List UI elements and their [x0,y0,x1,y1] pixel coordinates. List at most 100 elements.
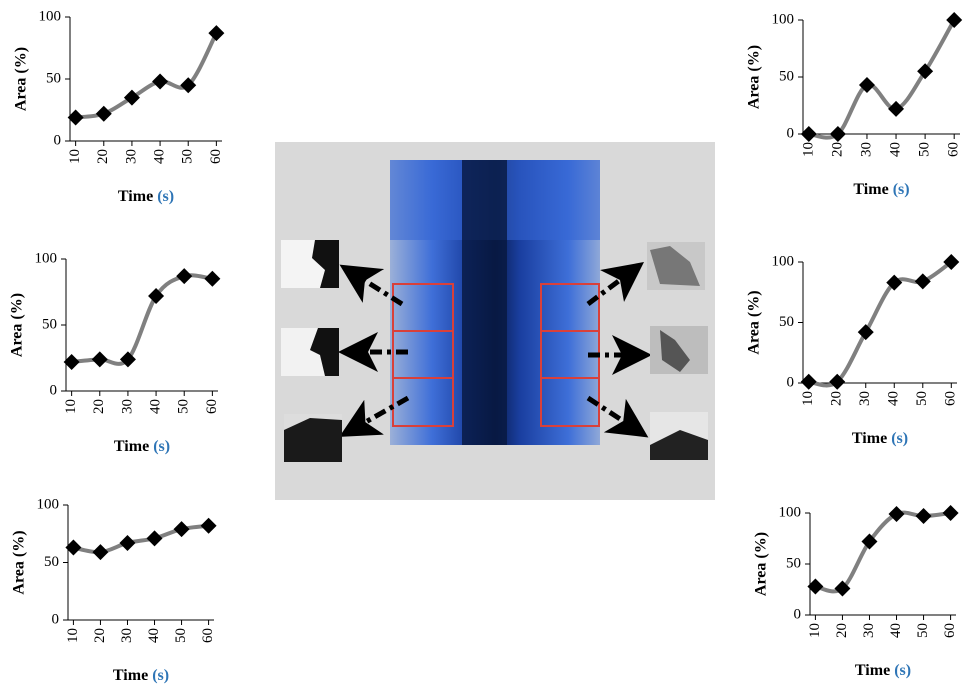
x-tick-label: 10 [800,391,816,406]
data-point [176,268,192,284]
x-tick-label: 30 [858,142,874,157]
chart: 050100102030405060Time (s)Area (%) [9,250,221,454]
x-axis-unit: (s) [891,430,908,447]
data-point [119,535,135,551]
x-tick-label: 20 [834,623,850,638]
y-tick-label: 0 [50,382,58,398]
x-axis-label: Time (s) [113,667,169,684]
x-tick-label: 60 [208,149,224,164]
x-tick-label: 30 [861,623,877,638]
x-axis-unit: (s) [894,662,911,679]
data-point [201,518,217,534]
x-axis-label: Time (s) [118,188,174,205]
x-tick-label: 30 [119,628,135,643]
x-axis-label: Time (s) [855,662,911,679]
data-point [204,271,220,287]
x-tick-label: 40 [146,628,162,643]
y-tick-label: 50 [42,316,57,332]
x-axis-unit: (s) [152,667,169,684]
figure: 050100102030405060Time (s)Area (%)050100… [0,0,966,686]
x-tick-label: 50 [915,623,931,638]
y-tick-label: 100 [772,253,795,269]
x-tick-label: 20 [95,149,111,164]
x-tick-label: 50 [180,149,196,164]
y-tick-label: 50 [786,555,801,571]
y-axis-label: Area (%) [753,532,770,596]
x-axis-title: Time [118,188,153,205]
y-tick-label: 100 [39,8,62,24]
center-image [275,142,715,500]
y-tick-label: 100 [35,250,58,266]
x-tick-label: 10 [807,623,823,638]
x-axis-title: Time [113,667,148,684]
chart: 0 50 100 10 20 30 40 50 60 Time (s) Area (%) [746,253,960,446]
x-axis-unit: (s) [893,181,910,198]
y-axis-label: Area (%) [746,45,763,109]
chart: 0 50 100 10 20 30 40 50 60 Time (s) Area (%) [746,11,963,197]
series-line [72,275,213,364]
jar-core [462,160,507,445]
y-axis-label: Area (%) [13,47,30,111]
x-tick-label: 40 [152,149,168,164]
x-axis-label: Time (s) [853,181,909,198]
x-tick-label: 40 [888,623,904,638]
y-axis-label: Area (%) [746,290,763,354]
y-tick-label: 0 [787,374,795,390]
series-line [76,33,217,117]
x-tick-label: 50 [917,142,933,157]
data-point [96,106,112,122]
x-tick-label: 30 [857,391,873,406]
x-axis-title: Time [114,438,149,455]
y-tick-label: 0 [54,132,62,148]
x-axis-label: Time (s) [852,430,908,447]
x-axis-unit: (s) [157,188,174,205]
x-tick-label: 60 [942,623,958,638]
x-tick-label: 30 [119,399,135,414]
data-point [92,544,108,560]
x-tick-label: 10 [65,628,81,643]
y-tick-label: 0 [52,611,60,627]
y-tick-label: 100 [37,496,60,512]
x-tick-label: 10 [800,142,816,157]
chart: 0 50 100 10 20 30 40 50 60 Time (s) Area (%) [753,504,959,678]
x-tick-label: 50 [176,399,192,414]
x-tick-label: 60 [200,628,216,643]
x-tick-label: 60 [946,142,962,157]
data-point [858,324,874,340]
y-tick-label: 0 [794,606,802,622]
y-axis-label: Area (%) [9,293,26,357]
y-tick-label: 0 [787,125,795,141]
x-tick-label: 50 [914,391,930,406]
x-axis-title: Time [853,181,888,198]
x-tick-label: 50 [173,628,189,643]
x-tick-label: 10 [63,399,79,414]
series-line [815,513,950,592]
y-tick-label: 50 [779,68,794,84]
x-tick-label: 20 [92,628,108,643]
x-tick-label: 40 [886,391,902,406]
y-tick-label: 50 [44,554,59,570]
y-tick-label: 100 [772,11,795,27]
x-axis-title: Time [852,430,887,447]
x-tick-label: 60 [943,391,959,406]
data-point [174,521,190,537]
data-point [152,73,168,89]
x-tick-label: 40 [887,142,903,157]
x-tick-label: 60 [204,399,220,414]
x-axis-label: Time (s) [114,438,170,455]
x-axis-unit: (s) [153,438,170,455]
y-tick-label: 50 [779,314,794,330]
x-axis-title: Time [855,662,890,679]
y-tick-label: 50 [46,70,61,86]
data-point [208,25,224,41]
data-point [946,12,962,28]
x-tick-label: 20 [829,391,845,406]
data-point [92,351,108,367]
data-point [943,505,959,521]
data-point [915,273,931,289]
x-tick-label: 10 [67,149,83,164]
y-tick-label: 100 [779,504,802,520]
x-tick-label: 20 [829,142,845,157]
